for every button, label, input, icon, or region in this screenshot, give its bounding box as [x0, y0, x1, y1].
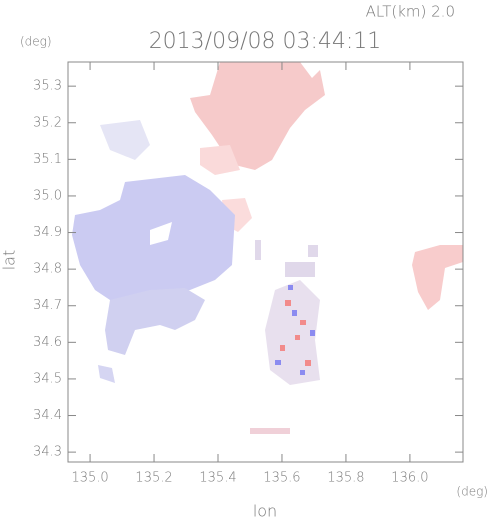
- y-tick-label: 34.5: [33, 371, 62, 386]
- y-tick-label: 34.9: [33, 225, 62, 240]
- x-tick-label: 136.0: [391, 471, 428, 486]
- y-tick-label: 34.3: [33, 445, 62, 460]
- y-tick-label: 34.8: [33, 262, 62, 277]
- y-tick-label: 34.7: [33, 298, 62, 313]
- echo-positive: [200, 145, 240, 175]
- y-tick-label: 35.2: [33, 115, 62, 130]
- x-unit: (deg): [456, 485, 488, 499]
- y-tick-label: 35.1: [33, 152, 62, 167]
- y-unit: (deg): [20, 35, 52, 49]
- y-tick-label: 34.6: [33, 335, 62, 350]
- chart-title: 2013/09/08 03:44:11: [149, 29, 382, 54]
- echo-mixed: [250, 428, 290, 434]
- echo-positive: [412, 245, 463, 310]
- echo-mixed: [265, 280, 320, 385]
- echo-mixed: [255, 240, 318, 277]
- x-tick-label: 135.2: [135, 471, 172, 486]
- echo-gap: [150, 222, 172, 245]
- y-label: lat: [0, 250, 19, 271]
- plot-frame: [67, 61, 464, 463]
- y-tick-label: 34.4: [33, 408, 62, 423]
- echo-positive: [190, 62, 325, 170]
- echo-negative: [100, 120, 150, 160]
- y-tick-label: 35.0: [33, 188, 62, 203]
- x-tick-label: 135.0: [71, 471, 108, 486]
- x-tick-label: 135.8: [327, 471, 364, 486]
- y-tick-label: 35.3: [33, 79, 62, 94]
- x-tick-label: 135.6: [263, 471, 300, 486]
- x-label: lon: [253, 502, 277, 521]
- subtitle: ALT(km) 2.0: [366, 3, 455, 21]
- echo-negative: [98, 365, 115, 383]
- x-tick-label: 135.4: [199, 471, 236, 486]
- echo-negative: [105, 288, 205, 355]
- radar-echoes: [72, 62, 463, 434]
